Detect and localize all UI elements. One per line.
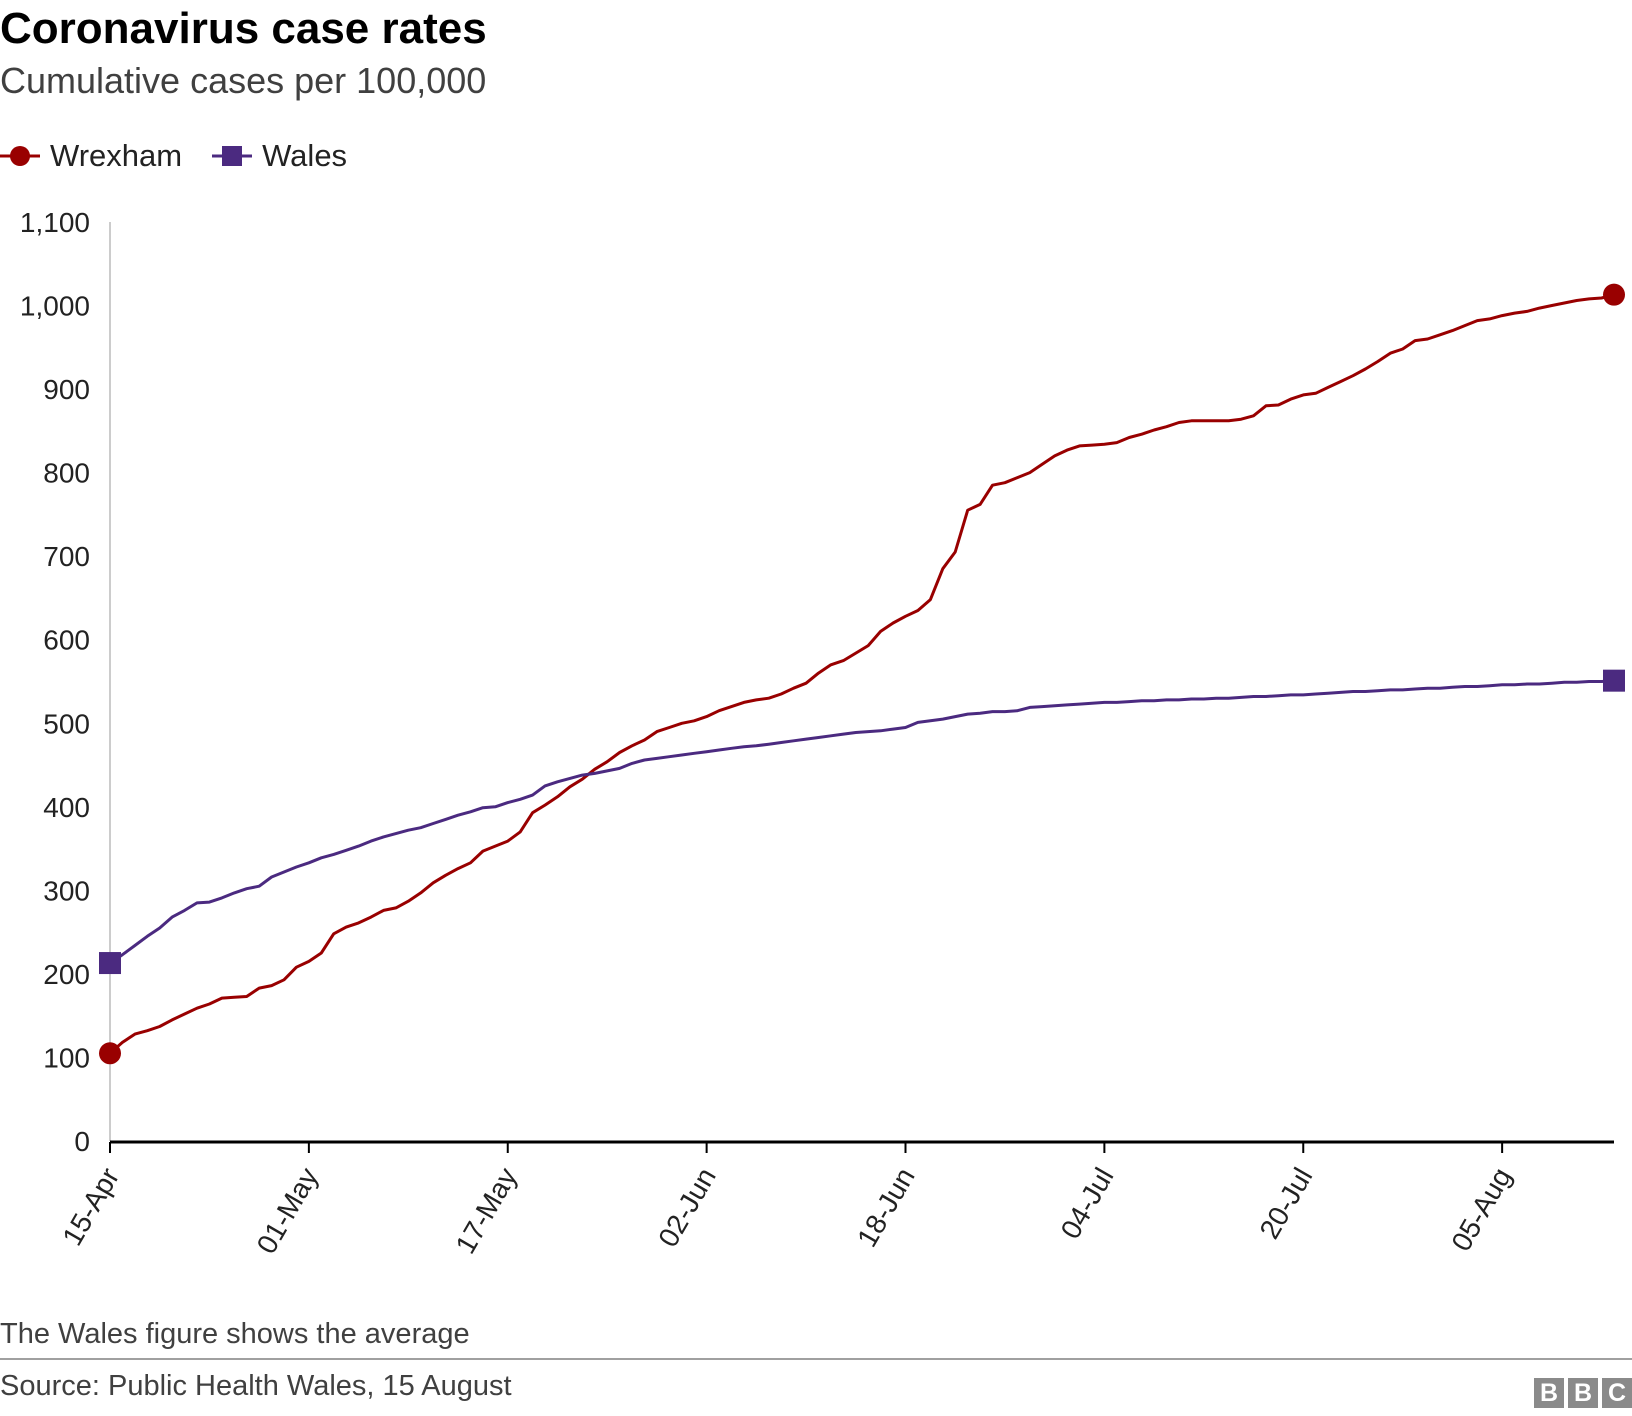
series-end-marker-wales <box>1603 669 1625 692</box>
y-tick-label: 400 <box>43 792 90 823</box>
y-tick-label: 500 <box>43 708 90 739</box>
source-text: Source: Public Health Wales, 15 August <box>0 1370 512 1402</box>
logo-block: B <box>1534 1378 1564 1408</box>
series-start-marker-wrexham <box>99 1042 121 1065</box>
x-tick-label: 17-May <box>449 1163 523 1259</box>
y-tick-label: 1,100 <box>20 207 90 238</box>
chart-title: Coronavirus case rates <box>0 4 487 53</box>
legend-circle-marker-icon <box>0 146 40 166</box>
line-chart: 0 100 200 300 400 500 600 700 800 900 1,000 1,100 1… <box>20 207 1625 1259</box>
y-tick-label: 700 <box>43 541 90 572</box>
chart-legend: Wrexham Wales <box>0 136 377 176</box>
series-start-marker-wales <box>99 952 121 975</box>
logo-block: B <box>1568 1378 1598 1408</box>
x-tick-label: 05-Aug <box>1445 1163 1517 1257</box>
footer-divider <box>0 1358 1632 1360</box>
y-tick-label: 1,000 <box>20 291 90 322</box>
y-tick-label: 100 <box>43 1042 90 1073</box>
legend-item-wrexham: Wrexham <box>0 138 182 174</box>
y-tick-label: 200 <box>43 959 90 990</box>
logo-block: C <box>1602 1378 1632 1408</box>
series-line-wales <box>108 679 1616 965</box>
x-tick-label: 15-Apr <box>56 1163 125 1251</box>
x-axis-ticks: 15-Apr 01-May 17-May 02-Jun 18-Jun 04-Jul 20-J… <box>56 1142 1517 1259</box>
y-tick-label: 800 <box>43 458 90 489</box>
y-tick-label: 300 <box>43 875 90 906</box>
legend-label-wrexham: Wrexham <box>50 138 183 173</box>
y-tick-label: 600 <box>43 625 90 656</box>
chart-subtitle: Cumulative cases per 100,000 <box>0 60 487 101</box>
y-tick-label: 0 <box>74 1126 90 1157</box>
y-tick-label: 900 <box>43 374 90 405</box>
x-tick-label: 20-Jul <box>1253 1163 1318 1245</box>
x-tick-label: 18-Jun <box>851 1163 921 1253</box>
series-end-marker-wrexham <box>1603 283 1625 306</box>
legend-item-wales: Wales <box>212 138 347 174</box>
series-layer <box>99 283 1625 1065</box>
x-tick-label: 04-Jul <box>1055 1163 1120 1245</box>
series-line-wrexham <box>108 293 1616 1055</box>
chart-note: The Wales figure shows the average <box>0 1318 470 1350</box>
legend-square-marker-icon <box>212 146 253 166</box>
y-axis-ticks: 0 100 200 300 400 500 600 700 800 900 1,000 1,100 <box>20 207 90 1157</box>
legend-label-wales: Wales <box>262 138 348 173</box>
x-tick-label: 02-Jun <box>652 1163 722 1253</box>
x-tick-label: 01-May <box>251 1163 325 1259</box>
bbc-logo: B B C <box>1530 1378 1632 1408</box>
